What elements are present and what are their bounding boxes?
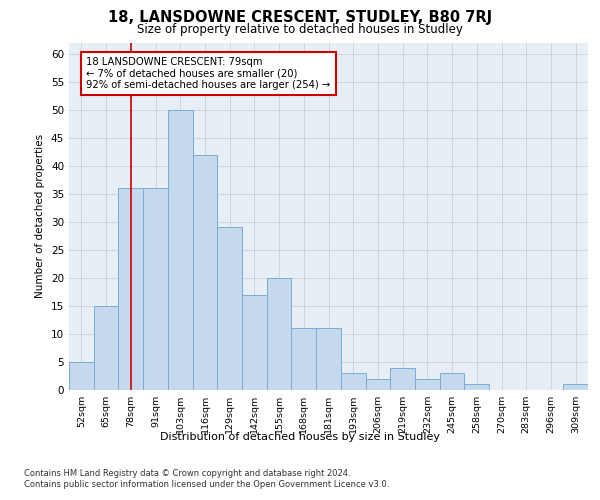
Bar (292, 328, 316, 390)
Bar (193, 154, 217, 390)
Bar (390, 368, 415, 390)
Bar (242, 294, 267, 390)
Bar (563, 384, 588, 390)
Bar (69, 362, 94, 390)
Bar (217, 228, 242, 390)
Bar (464, 384, 489, 390)
Text: 18 LANSDOWNE CRESCENT: 79sqm
← 7% of detached houses are smaller (20)
92% of sem: 18 LANSDOWNE CRESCENT: 79sqm ← 7% of det… (86, 56, 331, 90)
Text: Distribution of detached houses by size in Studley: Distribution of detached houses by size … (160, 432, 440, 442)
Text: Contains HM Land Registry data © Crown copyright and database right 2024.: Contains HM Land Registry data © Crown c… (24, 469, 350, 478)
Bar (316, 328, 341, 390)
Bar (341, 373, 365, 390)
Bar (267, 278, 292, 390)
Bar (94, 306, 118, 390)
Bar (118, 188, 143, 390)
Text: 18, LANSDOWNE CRESCENT, STUDLEY, B80 7RJ: 18, LANSDOWNE CRESCENT, STUDLEY, B80 7RJ (108, 10, 492, 25)
Y-axis label: Number of detached properties: Number of detached properties (35, 134, 46, 298)
Text: Contains public sector information licensed under the Open Government Licence v3: Contains public sector information licen… (24, 480, 389, 489)
Bar (415, 379, 440, 390)
Bar (440, 373, 464, 390)
Bar (365, 379, 390, 390)
Text: Size of property relative to detached houses in Studley: Size of property relative to detached ho… (137, 22, 463, 36)
Bar (143, 188, 168, 390)
Bar (168, 110, 193, 390)
